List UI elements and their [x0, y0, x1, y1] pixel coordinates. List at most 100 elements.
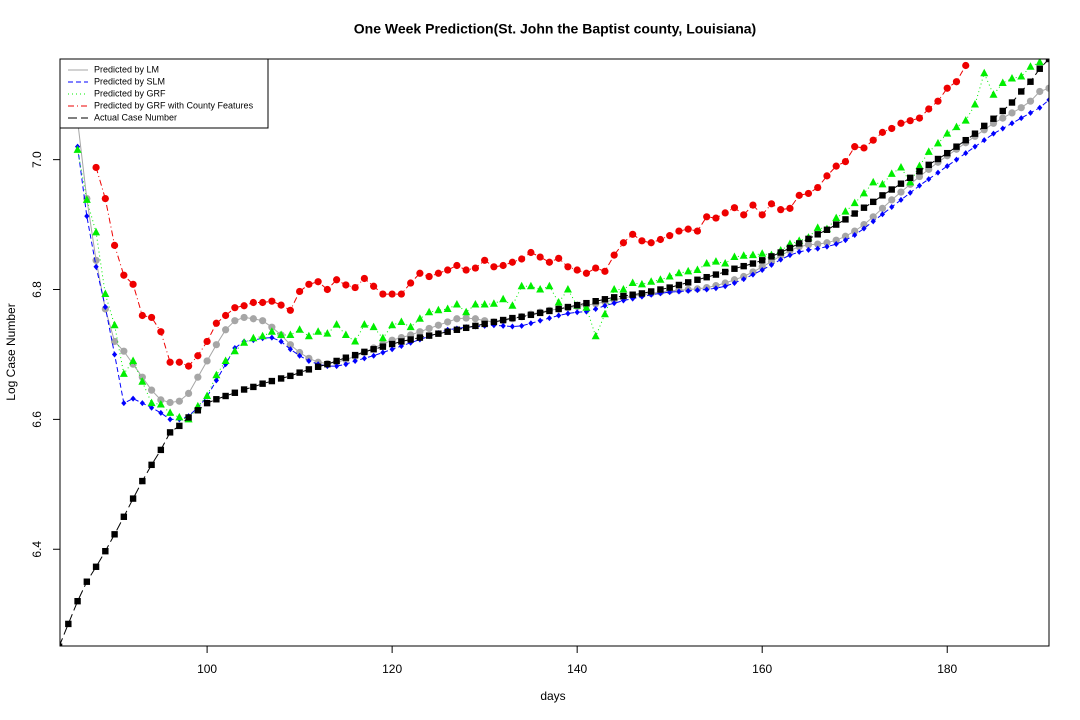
marker [805, 235, 812, 243]
marker [842, 216, 849, 223]
legend: Predicted by LM Predicted by SLM Predicted… [59, 58, 269, 129]
marker [934, 97, 942, 105]
marker [509, 323, 516, 330]
marker [73, 145, 82, 153]
marker [212, 341, 220, 349]
marker [397, 317, 406, 325]
marker [804, 189, 813, 198]
marker [702, 259, 711, 267]
marker [851, 210, 858, 217]
marker [184, 389, 193, 398]
marker [84, 213, 90, 220]
marker [444, 266, 452, 274]
marker [129, 495, 137, 502]
marker [896, 162, 905, 171]
marker [592, 264, 600, 272]
marker [156, 399, 165, 408]
marker [759, 267, 765, 274]
marker [915, 172, 924, 181]
marker [323, 285, 331, 294]
legend-label: Actual Case Number [94, 112, 177, 122]
marker [361, 348, 368, 356]
y-tick-label: 6.8 [30, 281, 44, 298]
marker [203, 391, 212, 400]
marker [231, 389, 239, 396]
marker [528, 320, 534, 327]
marker [1035, 59, 1044, 66]
marker [730, 252, 739, 261]
marker [711, 257, 720, 265]
marker [92, 256, 100, 264]
marker [675, 227, 683, 235]
marker [138, 373, 146, 381]
marker [536, 309, 544, 317]
marker [60, 643, 63, 646]
marker [203, 357, 211, 365]
marker [314, 363, 322, 370]
marker [704, 286, 710, 293]
marker [527, 248, 535, 257]
marker [462, 314, 470, 322]
marker [360, 320, 369, 328]
marker [489, 299, 498, 307]
y-axis-title: Log Case Number [4, 303, 18, 400]
marker [824, 243, 830, 250]
marker [341, 330, 350, 338]
marker [304, 331, 313, 340]
marker [213, 377, 219, 384]
marker [989, 90, 998, 98]
marker [249, 315, 257, 323]
marker [842, 237, 849, 244]
marker [453, 326, 461, 333]
marker [685, 287, 691, 294]
marker [591, 331, 600, 340]
marker [397, 290, 405, 298]
marker [1018, 115, 1024, 122]
marker [286, 306, 294, 314]
marker [249, 298, 257, 307]
plot-frame [59, 58, 1050, 647]
marker [851, 227, 859, 235]
marker [398, 338, 405, 345]
marker [157, 328, 165, 336]
marker [795, 191, 803, 199]
marker [296, 287, 304, 296]
marker [721, 209, 729, 217]
marker [305, 280, 313, 288]
marker [684, 225, 692, 233]
marker [333, 276, 341, 284]
marker [721, 268, 729, 276]
marker [602, 302, 608, 309]
marker [360, 274, 368, 283]
marker [120, 347, 128, 355]
marker [665, 272, 674, 280]
marker [119, 369, 128, 377]
marker [684, 266, 693, 275]
marker [93, 263, 99, 270]
marker [554, 298, 563, 306]
marker [286, 341, 294, 349]
marker [814, 240, 822, 248]
series-line [77, 87, 1049, 404]
x-tick-label: 180 [937, 662, 957, 676]
marker [129, 356, 138, 364]
marker [1026, 97, 1035, 105]
marker [593, 305, 599, 312]
x-tick-label: 100 [197, 662, 217, 676]
marker [499, 261, 507, 270]
marker [296, 348, 304, 357]
marker [378, 333, 387, 342]
marker [147, 398, 156, 407]
marker [583, 299, 590, 307]
marker [425, 332, 433, 339]
marker [805, 246, 812, 253]
marker [897, 188, 905, 196]
marker [480, 299, 489, 308]
marker [157, 396, 165, 404]
marker [268, 323, 276, 331]
marker [666, 232, 674, 240]
legend-box [59, 58, 269, 129]
marker [130, 395, 136, 402]
marker [388, 320, 397, 329]
marker [1007, 73, 1016, 82]
